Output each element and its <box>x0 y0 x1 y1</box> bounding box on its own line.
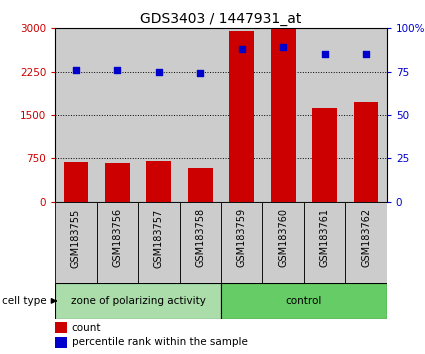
Bar <box>55 283 221 319</box>
Text: GSM183756: GSM183756 <box>112 208 122 267</box>
Point <box>197 70 204 76</box>
Text: GSM183757: GSM183757 <box>154 208 164 268</box>
Bar <box>304 28 345 202</box>
Bar <box>221 28 262 202</box>
Bar <box>229 31 254 202</box>
Bar <box>312 108 337 202</box>
Bar <box>345 28 387 202</box>
Bar <box>55 28 96 202</box>
Point <box>280 45 286 50</box>
Bar <box>179 202 221 283</box>
Text: GSM183758: GSM183758 <box>195 208 205 267</box>
Text: GSM183761: GSM183761 <box>320 208 330 267</box>
Text: GSM183755: GSM183755 <box>71 208 81 268</box>
Point <box>321 52 328 57</box>
Text: cell type: cell type <box>2 296 47 306</box>
Bar <box>354 102 378 202</box>
Point <box>363 52 369 57</box>
Text: GSM183759: GSM183759 <box>237 208 247 267</box>
Bar <box>105 163 130 202</box>
Bar <box>55 337 67 348</box>
Bar <box>138 202 179 283</box>
Bar <box>188 168 212 202</box>
Bar <box>304 202 345 283</box>
Bar <box>262 28 304 202</box>
Text: GSM183760: GSM183760 <box>278 208 288 267</box>
Bar <box>179 28 221 202</box>
Bar <box>55 322 67 333</box>
Text: GSM183762: GSM183762 <box>361 208 371 267</box>
Bar <box>55 202 96 283</box>
Bar <box>221 202 262 283</box>
Bar <box>262 202 304 283</box>
Point <box>114 67 121 73</box>
Bar <box>138 28 179 202</box>
Point <box>73 67 79 73</box>
Bar <box>96 28 138 202</box>
Bar <box>221 283 387 319</box>
Title: GDS3403 / 1447931_at: GDS3403 / 1447931_at <box>140 12 302 26</box>
Text: count: count <box>72 322 101 332</box>
Bar <box>63 162 88 202</box>
Bar <box>96 202 138 283</box>
Bar <box>345 202 387 283</box>
Point <box>156 69 162 75</box>
Text: zone of polarizing activity: zone of polarizing activity <box>71 296 206 306</box>
Bar <box>146 161 171 202</box>
Bar <box>271 29 295 202</box>
Text: percentile rank within the sample: percentile rank within the sample <box>72 337 248 348</box>
Text: control: control <box>286 296 322 306</box>
Point <box>238 46 245 52</box>
